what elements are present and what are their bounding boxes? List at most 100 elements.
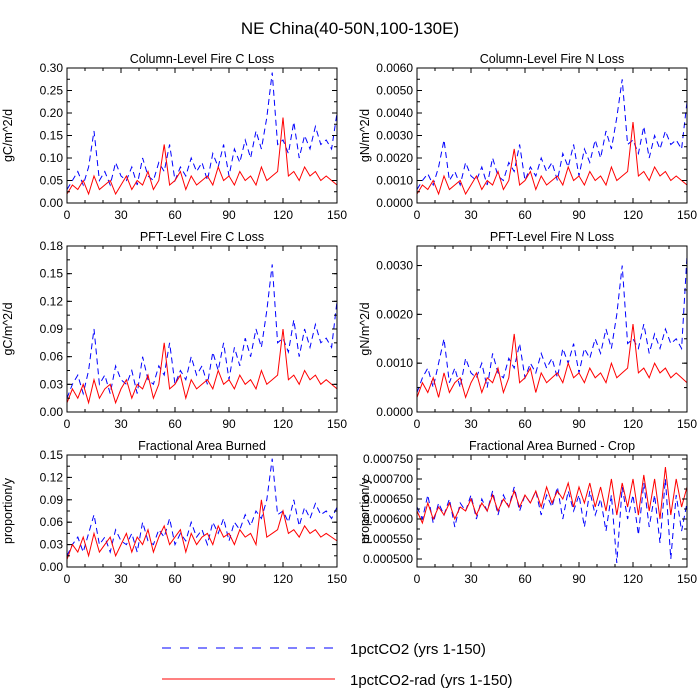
y-tick-label: 0.0050 <box>376 84 413 98</box>
x-tick-label: 60 <box>518 417 532 431</box>
legend-label-1pctco2: 1pctCO2 (yrs 1-150) <box>350 641 486 658</box>
x-tick-label: 0 <box>64 572 71 586</box>
x-tick-label: 150 <box>327 417 347 431</box>
x-tick-label: 30 <box>114 208 128 222</box>
x-tick-label: 120 <box>273 572 293 586</box>
x-tick-label: 0 <box>414 572 421 586</box>
series-line <box>416 466 688 525</box>
x-tick-label: 90 <box>572 208 586 222</box>
y-axis-label: gN/m^2/d <box>358 109 372 162</box>
y-tick-label: 0.000600 <box>363 512 413 526</box>
chart-title: PFT-Level Fire C Loss <box>140 230 264 244</box>
y-tick-label: 0.15 <box>40 448 64 462</box>
page-title: NE China(40-50N,100-130E) <box>241 19 459 38</box>
y-tick-label: 0.000500 <box>363 552 413 566</box>
x-tick-label: 90 <box>222 417 236 431</box>
series-line <box>416 478 688 564</box>
y-tick-label: 0.0020 <box>376 151 413 165</box>
chart-panel: 0 30 60 90 120 150 0.0000 0.0010 0.0020 0.0030 PFT… <box>358 230 697 431</box>
x-tick-label: 60 <box>518 208 532 222</box>
x-tick-label: 90 <box>572 417 586 431</box>
y-tick-label: 0.00 <box>40 196 64 210</box>
x-tick-label: 150 <box>327 208 347 222</box>
x-tick-label: 90 <box>572 572 586 586</box>
x-tick-label: 30 <box>464 572 478 586</box>
chart-title: Fractional Area Burned <box>138 439 266 453</box>
y-tick-label: 0.15 <box>40 267 64 281</box>
y-tick-label: 0.000750 <box>363 452 413 466</box>
y-tick-label: 0.03 <box>40 377 64 391</box>
x-tick-label: 120 <box>623 208 643 222</box>
y-axis-label: gN/m^2/d <box>358 302 372 355</box>
y-tick-label: 0.12 <box>40 294 64 308</box>
series-line <box>416 324 688 400</box>
y-tick-label: 0.12 <box>40 470 64 484</box>
y-tick-label: 0.30 <box>40 61 64 75</box>
y-tick-label: 0.0030 <box>376 259 413 273</box>
x-tick-label: 30 <box>114 417 128 431</box>
x-tick-label: 0 <box>64 417 71 431</box>
y-tick-label: 0.0040 <box>376 106 413 120</box>
y-tick-label: 0.000550 <box>363 532 413 546</box>
chart-title: Fractional Area Burned - Crop <box>469 439 635 453</box>
series-line <box>66 264 338 399</box>
series-line <box>66 72 338 190</box>
y-tick-label: 0.00 <box>40 405 64 419</box>
x-tick-label: 120 <box>623 572 643 586</box>
y-tick-label: 0.09 <box>40 493 64 507</box>
y-tick-label: 0.06 <box>40 515 64 529</box>
chart-title: PFT-Level Fire N Loss <box>490 230 614 244</box>
series-line <box>416 79 688 190</box>
series-line <box>66 458 338 557</box>
chart-panel: 0 30 60 90 120 150 0.0000 0.0010 0.0020 0.0030 0.0… <box>358 52 697 222</box>
y-tick-label: 0.25 <box>40 84 64 98</box>
x-tick-label: 60 <box>168 208 182 222</box>
series-line <box>66 499 338 560</box>
y-tick-label: 0.0060 <box>376 61 413 75</box>
x-tick-label: 0 <box>414 417 421 431</box>
y-tick-label: 0.15 <box>40 129 64 143</box>
x-tick-label: 150 <box>677 572 697 586</box>
y-tick-label: 0.0010 <box>376 356 413 370</box>
x-tick-label: 150 <box>677 417 697 431</box>
x-tick-label: 150 <box>677 208 697 222</box>
y-tick-label: 0.0010 <box>376 174 413 188</box>
y-tick-label: 0.0020 <box>376 307 413 321</box>
y-axis-label: proportion/y <box>358 477 372 544</box>
y-tick-label: 0.18 <box>40 239 64 253</box>
y-axis-label: proportion/y <box>1 477 15 544</box>
y-tick-label: 0.00 <box>40 560 64 574</box>
chart-title: Column-Level Fire C Loss <box>130 52 275 66</box>
series-line <box>66 328 338 405</box>
y-tick-label: 0.000650 <box>363 492 413 506</box>
x-tick-label: 0 <box>64 208 71 222</box>
series-line <box>66 117 338 196</box>
y-tick-label: 0.20 <box>40 106 64 120</box>
x-tick-label: 90 <box>222 208 236 222</box>
y-tick-label: 0.0000 <box>376 405 413 419</box>
legend: 1pctCO2 (yrs 1-150) 1pctCO2-rad (yrs 1-1… <box>162 641 513 689</box>
y-axis-label: gC/m^2/d <box>1 302 15 355</box>
x-tick-label: 120 <box>273 208 293 222</box>
y-tick-label: 0.10 <box>40 151 64 165</box>
chart-panel: 0 30 60 90 120 150 0.00 0.03 0.06 0.09 0.12 0.15 Fra… <box>1 439 347 586</box>
y-tick-label: 0.09 <box>40 322 64 336</box>
x-tick-label: 60 <box>168 417 182 431</box>
x-tick-label: 30 <box>464 417 478 431</box>
y-tick-label: 0.000700 <box>363 472 413 486</box>
legend-label-1pctco2-rad: 1pctCO2-rad (yrs 1-150) <box>350 672 513 689</box>
chart-panel: 0 30 60 90 120 150 0.000500 0.000550 0.000600 0.0… <box>358 439 697 586</box>
x-tick-label: 30 <box>114 572 128 586</box>
y-tick-label: 0.03 <box>40 538 64 552</box>
chart-title: Column-Level Fire N Loss <box>480 52 625 66</box>
x-tick-label: 150 <box>327 572 347 586</box>
x-tick-label: 30 <box>464 208 478 222</box>
y-tick-label: 0.06 <box>40 350 64 364</box>
y-tick-label: 0.05 <box>40 174 64 188</box>
plot-frame <box>416 454 688 568</box>
chart-panels: 0 30 60 90 120 150 0.00 0.05 0.10 0.15 0.20 0.25 0.3… <box>1 52 697 586</box>
chart-panel: 0 30 60 90 120 150 0.00 0.03 0.06 0.09 0.12 0.15 0.1… <box>1 230 347 431</box>
chart-panel: 0 30 60 90 120 150 0.00 0.05 0.10 0.15 0.20 0.25 0.3… <box>1 52 347 222</box>
x-tick-label: 60 <box>518 572 532 586</box>
